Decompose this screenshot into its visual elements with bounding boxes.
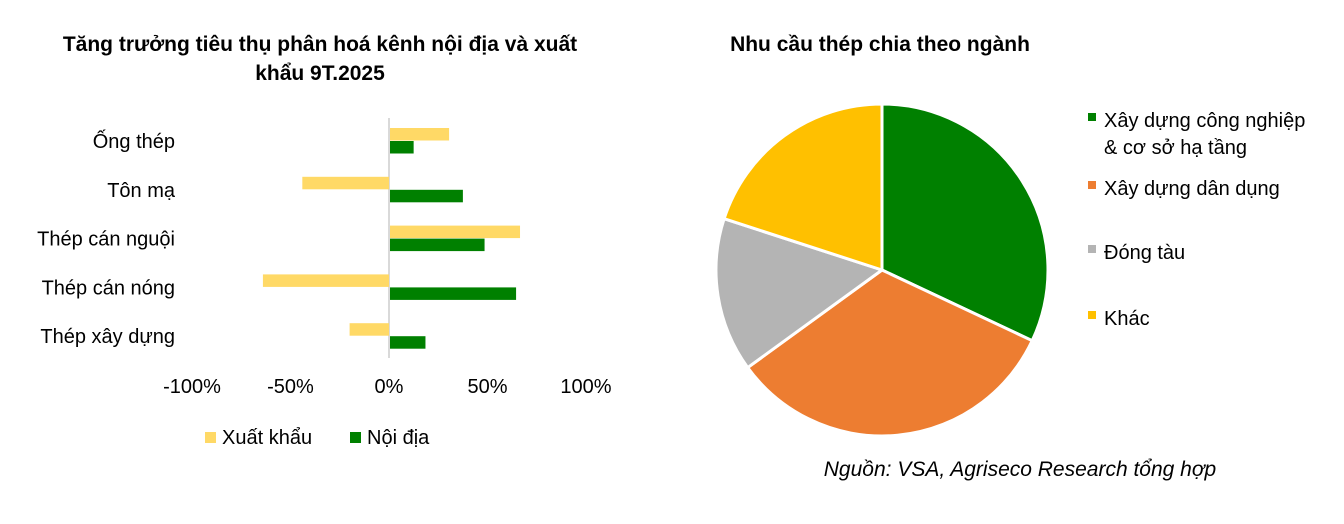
x-tick-label: -100% [163,376,221,398]
bar-noi-dia [390,336,426,349]
x-tick-label: 100% [560,376,611,398]
category-label: Ống thép [93,129,175,153]
legend-label: Xuất khẩu [222,427,312,449]
legend-swatch [1088,311,1096,319]
legend-swatch [205,432,216,443]
bar-noi-dia [390,141,414,154]
legend-swatch [350,432,361,443]
legend-swatch [1088,245,1096,253]
source-note: Nguồn: VSA, Agriseco Research tổng hợp [823,458,1217,481]
legend-label: Khác [1104,308,1150,330]
pie-slice [746,268,1034,438]
bar-xuat-khau [302,176,389,190]
bar-xuat-khau [390,128,450,141]
bar-xuat-khau [262,274,389,287]
legend-label: Đóng tàu [1104,242,1185,264]
legend-label: Xây dựng dân dụng [1104,178,1280,200]
legend-label: Nội địa [367,427,430,449]
legend-label: Xây dựng công nghiệp [1104,110,1305,132]
pie-chart-title: Nhu cầu thép chia theo ngành [730,33,1030,56]
pie-slice [880,102,1050,343]
category-label: Tôn mạ [107,180,176,202]
bar-xuat-khau [390,225,521,239]
x-tick-label: 0% [375,376,404,398]
category-label: Thép cán nguội [37,229,175,251]
legend-label: & cơ sở hạ tầng [1104,137,1247,159]
x-tick-label: 50% [467,376,507,398]
bar-xuat-khau [349,323,389,336]
bar-noi-dia [390,238,485,252]
legend-swatch [1088,181,1096,189]
legend-swatch [1088,113,1096,121]
category-label: Thép cán nóng [42,277,175,299]
bar-chart-title: Tăng trưởng tiêu thụ phân hoá kênh nội đ… [62,33,578,85]
pie-slice [722,102,884,272]
x-tick-label: -50% [267,376,314,398]
bar-noi-dia [390,287,517,300]
pie-slice [714,217,884,370]
bar-noi-dia [390,189,463,203]
category-label: Thép xây dựng [40,326,175,348]
